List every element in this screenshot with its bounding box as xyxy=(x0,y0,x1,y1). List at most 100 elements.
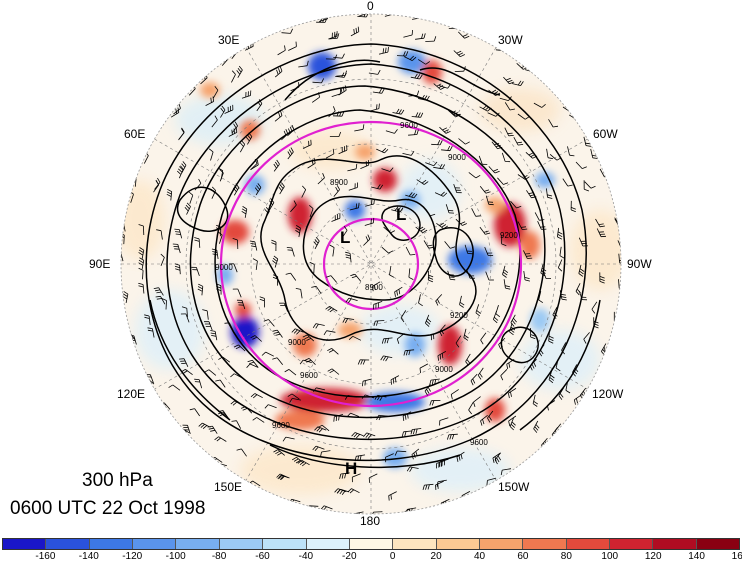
colorbar-tick-label: 60 xyxy=(517,551,528,562)
wind-barb-flag xyxy=(374,199,375,204)
wind-barb-flag xyxy=(412,30,413,35)
wind-barb-flag xyxy=(175,232,180,233)
wind-barb-flag xyxy=(394,9,395,14)
wind-barb-flag xyxy=(334,417,335,422)
colorbar-segment xyxy=(523,539,566,549)
colorbar-tick-label: -100 xyxy=(166,551,186,562)
wind-barb-flag xyxy=(174,229,179,230)
wind-barb-flag xyxy=(365,381,366,386)
colorbar-tick-label: 20 xyxy=(431,551,442,562)
wind-barb-flag xyxy=(379,104,380,109)
contour-label: 9000 xyxy=(448,153,466,162)
wind-barb xyxy=(124,235,125,244)
contour-label: 9600 xyxy=(470,438,488,447)
colorbar-tick-label: 140 xyxy=(688,551,705,562)
wind-barb-flag xyxy=(224,56,226,60)
colorbar-segment xyxy=(307,539,350,549)
lon-label-150w: 150W xyxy=(498,480,529,494)
wind-barb-flag xyxy=(402,514,403,519)
lon-label-30e: 30E xyxy=(218,33,239,47)
wind-barb-flag xyxy=(307,506,309,511)
wind-barb-flag xyxy=(618,222,623,223)
colorbar-tick-label: 100 xyxy=(601,551,618,562)
wind-barb-flag xyxy=(218,464,221,468)
wind-barb-flag xyxy=(605,351,610,352)
wind-barb-flag xyxy=(336,416,337,421)
colorbar-tick-label: -20 xyxy=(342,551,356,562)
wind-barb-flag xyxy=(568,108,572,111)
wind-barb-flag xyxy=(233,49,236,53)
wind-barb-flag xyxy=(534,68,537,72)
wind-barb-flag xyxy=(614,321,619,323)
wind-barb-flag xyxy=(176,234,181,235)
wind-barb-flag xyxy=(458,24,460,29)
contour-label: 9000 xyxy=(215,263,233,272)
wind-barb-flag xyxy=(577,117,581,120)
lon-label-180: 180 xyxy=(360,514,380,528)
colorbar-tick-label: 160 xyxy=(732,551,742,562)
colorbar-segment xyxy=(3,539,46,549)
colorbar-tick-label: 40 xyxy=(474,551,485,562)
contour-label: 9600 xyxy=(400,121,418,130)
colorbar-segment xyxy=(437,539,480,549)
wind-barb-flag xyxy=(419,13,420,18)
colorbar-segment xyxy=(653,539,696,549)
colorbar-segment xyxy=(220,539,263,549)
wind-barb-flag xyxy=(617,220,622,221)
lon-label-150e: 150E xyxy=(214,480,242,494)
high-center-label: H xyxy=(345,459,357,478)
wind-barb-flag xyxy=(389,496,390,501)
lon-label-60w: 60W xyxy=(593,127,618,141)
wind-barb-flag xyxy=(215,463,218,467)
colorbar-segment xyxy=(90,539,133,549)
wind-barb-flag xyxy=(531,67,534,71)
wind-barb-flag xyxy=(132,176,137,178)
colorbar-tick-label: -40 xyxy=(299,551,313,562)
lon-label-30w: 30W xyxy=(498,33,523,47)
lon-label-90e: 90E xyxy=(89,257,110,271)
colorbar-tick-label: 0 xyxy=(390,551,396,562)
colorbar-segment xyxy=(393,539,436,549)
wind-barb-flag xyxy=(416,14,417,19)
lon-label-60e: 60E xyxy=(124,127,145,141)
lon-label-0: 0 xyxy=(367,0,374,13)
wind-barb-flag xyxy=(372,200,373,205)
wind-barb-flag xyxy=(354,514,355,519)
wind-barb-flag xyxy=(571,109,575,112)
colorbar-tick-label: -80 xyxy=(212,551,226,562)
colorbar-segment xyxy=(176,539,219,549)
wind-barb-flag xyxy=(356,513,357,518)
contour-label: 9200 xyxy=(500,231,518,240)
colorbar-tick-label: -120 xyxy=(122,551,142,562)
wind-barb-flag xyxy=(605,356,610,357)
wind-barb-flag xyxy=(487,480,488,485)
wind-barb-flag xyxy=(542,445,544,449)
wind-barb-flag xyxy=(619,226,624,227)
wind-barb-flag xyxy=(132,178,137,180)
lon-label-120w: 120W xyxy=(592,387,623,401)
colorbar-tick-label: 80 xyxy=(561,551,572,562)
wind-barb-flag xyxy=(145,380,149,383)
wind-barb-flag xyxy=(421,13,422,18)
wind-barb-flag xyxy=(476,216,481,217)
colorbar-segment xyxy=(610,539,653,549)
wind-barb-flag xyxy=(455,24,457,29)
colorbar-segment xyxy=(567,539,610,549)
wind-barb xyxy=(314,264,315,273)
contour-label: 9600 xyxy=(272,421,290,430)
contour-label: 8900 xyxy=(365,283,383,292)
colorbar-segment xyxy=(133,539,176,549)
wind-barb-flag xyxy=(143,378,147,381)
contour-label: 9000 xyxy=(288,338,306,347)
wind-barb-flag xyxy=(125,332,130,333)
lon-label-120e: 120E xyxy=(117,387,145,401)
contour-label: 8900 xyxy=(330,178,348,187)
wind-barb-flag xyxy=(253,41,254,46)
colorbar-segment xyxy=(350,539,393,549)
colorbar-tick-label: -140 xyxy=(79,551,99,562)
wind-barb-flag xyxy=(377,104,378,109)
wind-barb-flag xyxy=(620,224,625,225)
pressure-level-label: 300 hPa xyxy=(82,470,153,492)
wind-barb-flag xyxy=(178,428,182,431)
wind-barb xyxy=(166,301,167,310)
